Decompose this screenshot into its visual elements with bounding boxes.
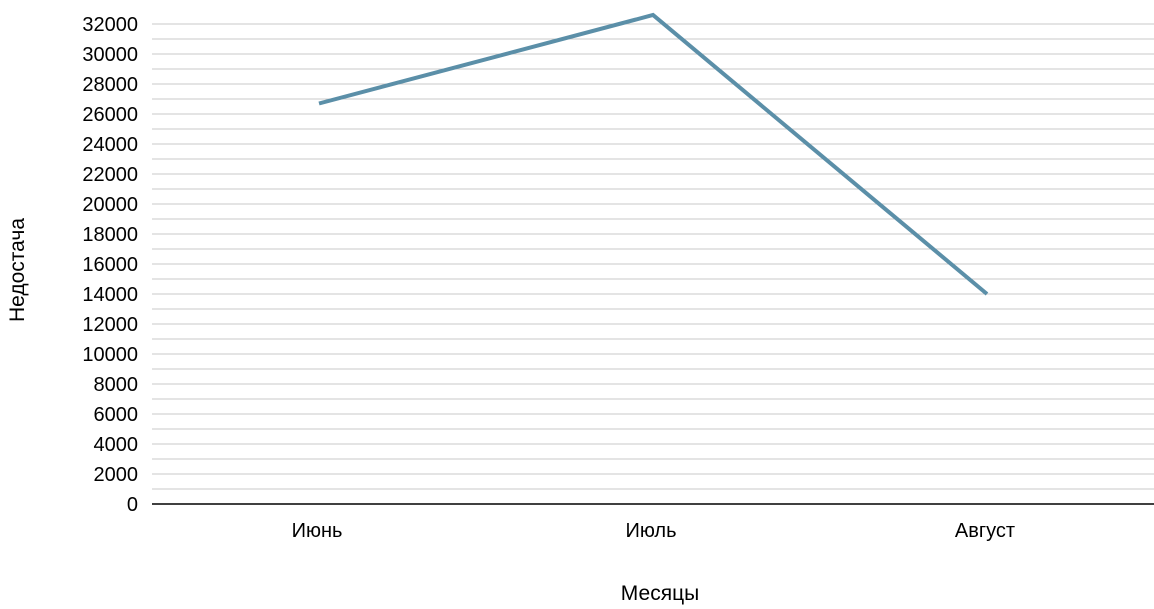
y-tick-label: 24000	[82, 134, 138, 156]
y-tick-label: 26000	[82, 104, 138, 126]
y-axis-ticks: 0 2000 4000 6000 8000 10000 12000 14000 16000 180…	[82, 14, 138, 516]
x-tick-label: Июнь	[292, 520, 343, 542]
y-tick-label: 10000	[82, 344, 138, 366]
y-tick-label: 32000	[82, 14, 138, 36]
y-tick-label: 30000	[82, 44, 138, 66]
gridlines	[152, 23, 1154, 505]
y-tick-label: 2000	[94, 464, 139, 486]
x-axis-title: Месяцы	[621, 582, 699, 605]
x-tick-label: Июль	[625, 520, 676, 542]
y-tick-label: 4000	[94, 434, 139, 456]
series-line	[318, 12, 989, 296]
series-group	[318, 12, 989, 296]
y-tick-label: 16000	[82, 254, 138, 276]
y-tick-label: 14000	[82, 284, 138, 306]
y-tick-label: 18000	[82, 224, 138, 246]
y-tick-label: 20000	[82, 194, 138, 216]
x-tick-label: Август	[955, 520, 1015, 542]
y-tick-label: 8000	[94, 374, 139, 396]
y-tick-label: 6000	[94, 404, 139, 426]
y-tick-label: 22000	[82, 164, 138, 186]
y-tick-label: 12000	[82, 314, 138, 336]
y-axis-title: Недостача	[6, 218, 29, 322]
x-axis-ticks: Июнь Июль Август	[292, 520, 1016, 542]
y-tick-label: 28000	[82, 74, 138, 96]
y-tick-label: 0	[127, 494, 138, 516]
